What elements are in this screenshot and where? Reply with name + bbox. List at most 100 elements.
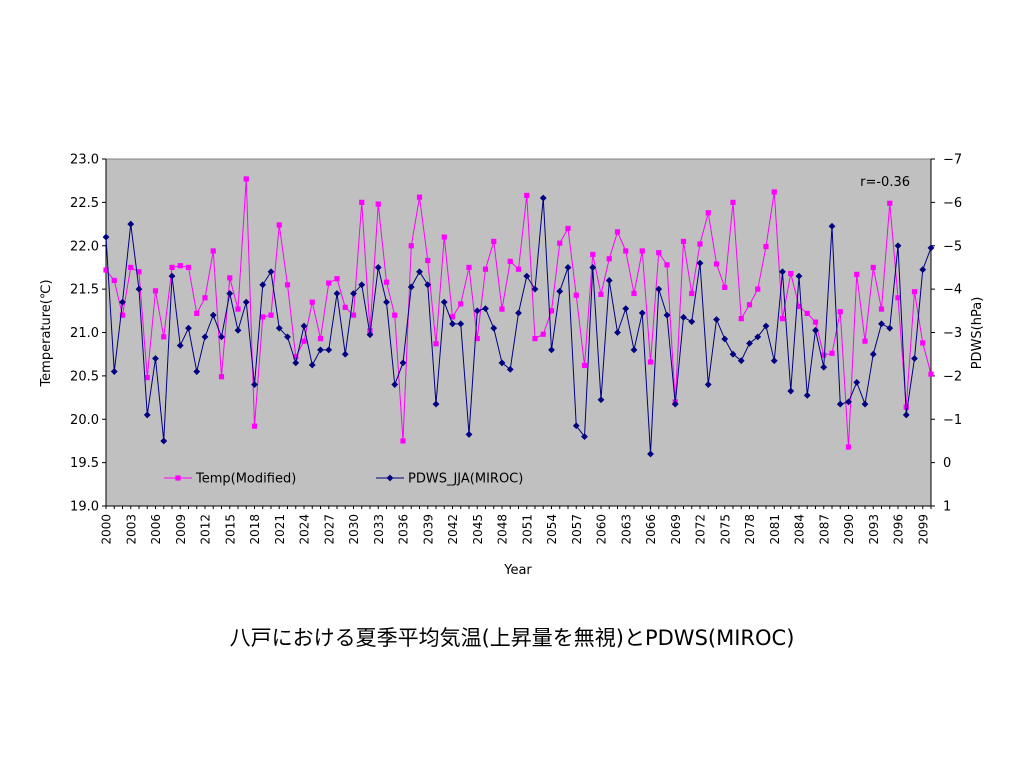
data-point [713, 316, 720, 323]
data-point [722, 284, 728, 290]
y-left-tick-label: 22.0 [70, 239, 99, 254]
data-point [260, 314, 266, 320]
data-point [845, 444, 852, 450]
data-point [911, 289, 918, 295]
data-point [762, 322, 770, 330]
x-tick-label: 2027 [322, 514, 336, 545]
data-point [458, 301, 464, 307]
data-point [721, 335, 729, 343]
data-point [119, 298, 126, 306]
data-point [564, 264, 572, 271]
data-point [861, 400, 869, 408]
data-point [366, 331, 374, 339]
data-point [572, 422, 580, 430]
data-point [548, 308, 555, 314]
data-point [160, 437, 168, 445]
data-point [862, 338, 868, 344]
data-point [143, 411, 151, 419]
data-point [267, 268, 275, 276]
data-point [350, 312, 357, 318]
data-point [201, 333, 209, 341]
data-point [656, 250, 662, 256]
data-point [416, 194, 423, 200]
data-point [821, 352, 827, 358]
data-point [342, 304, 348, 310]
left-axis: 19.0 19.5 20.0 20.5 21.0 21.5 22.0 22.5 23.0 [70, 153, 107, 515]
y-left-tick-label: 19.0 [70, 500, 99, 515]
data-point [539, 194, 547, 202]
data-point [432, 400, 440, 408]
x-tick-label: 2066 [644, 514, 658, 545]
data-point [284, 282, 291, 288]
y-right-tick-label: −3 [943, 326, 962, 341]
data-point [334, 276, 340, 282]
data-point [308, 361, 316, 369]
data-point [399, 359, 407, 367]
data-point [407, 283, 415, 291]
data-point [928, 371, 934, 377]
data-point [630, 346, 638, 354]
data-point [565, 225, 571, 231]
data-point [598, 291, 604, 297]
data-point [689, 290, 695, 297]
x-tick-label: 2036 [397, 514, 411, 545]
y-left-tick-label: 20.5 [70, 369, 99, 384]
series-layer [102, 176, 935, 458]
data-point [218, 374, 225, 380]
legend-swatch-marker [175, 475, 181, 481]
x-tick-label: 2084 [793, 514, 807, 545]
data-point [465, 431, 473, 438]
data-point [597, 396, 605, 404]
data-point [449, 314, 456, 320]
data-point [300, 322, 308, 330]
data-point [275, 324, 283, 332]
data-point [804, 310, 810, 317]
data-point [663, 311, 671, 319]
data-point [152, 355, 159, 362]
data-point [482, 266, 489, 272]
data-point [111, 277, 117, 284]
data-point [729, 350, 737, 358]
x-tick-label: 2012 [199, 514, 213, 545]
data-point [845, 398, 852, 406]
data-point [746, 302, 753, 308]
x-tick-label: 2042 [446, 514, 460, 545]
series-pdws [102, 194, 935, 458]
data-point [532, 335, 538, 342]
data-point [887, 200, 893, 206]
data-point [309, 299, 315, 305]
data-point [540, 331, 546, 337]
data-point [590, 251, 596, 258]
data-point [523, 272, 531, 280]
data-point [466, 264, 472, 271]
x-tick-label: 2021 [273, 514, 287, 545]
data-point [828, 222, 836, 230]
data-point [325, 346, 333, 354]
y-axis-left-label: Temperature(℃) [39, 279, 54, 387]
data-point [746, 339, 753, 347]
data-point [317, 346, 324, 354]
data-point [383, 279, 390, 285]
data-point [803, 391, 811, 399]
data-point [919, 266, 927, 274]
x-tick-label: 2078 [743, 514, 757, 545]
y-right-tick-label: −6 [943, 196, 962, 211]
y-right-tick-label: 0 [943, 456, 951, 471]
data-point [894, 242, 902, 250]
data-point [878, 320, 885, 328]
data-point [169, 264, 175, 271]
data-point [622, 305, 630, 313]
x-axis: 2000 2003 2006 2009 2012 2015 2018 2021 2024 2027… [100, 505, 932, 545]
data-point [531, 285, 539, 293]
data-point [392, 312, 398, 318]
data-point [870, 264, 876, 271]
y-left-tick-label: 23.0 [70, 153, 99, 168]
data-point [796, 303, 802, 310]
legend: Temp(Modified) PDWS_JJA(MIROC) [164, 472, 523, 487]
data-point [573, 292, 579, 298]
data-point [836, 400, 844, 408]
data-point [268, 312, 274, 318]
data-point [358, 281, 366, 289]
data-point [920, 340, 926, 346]
data-point [234, 326, 242, 334]
